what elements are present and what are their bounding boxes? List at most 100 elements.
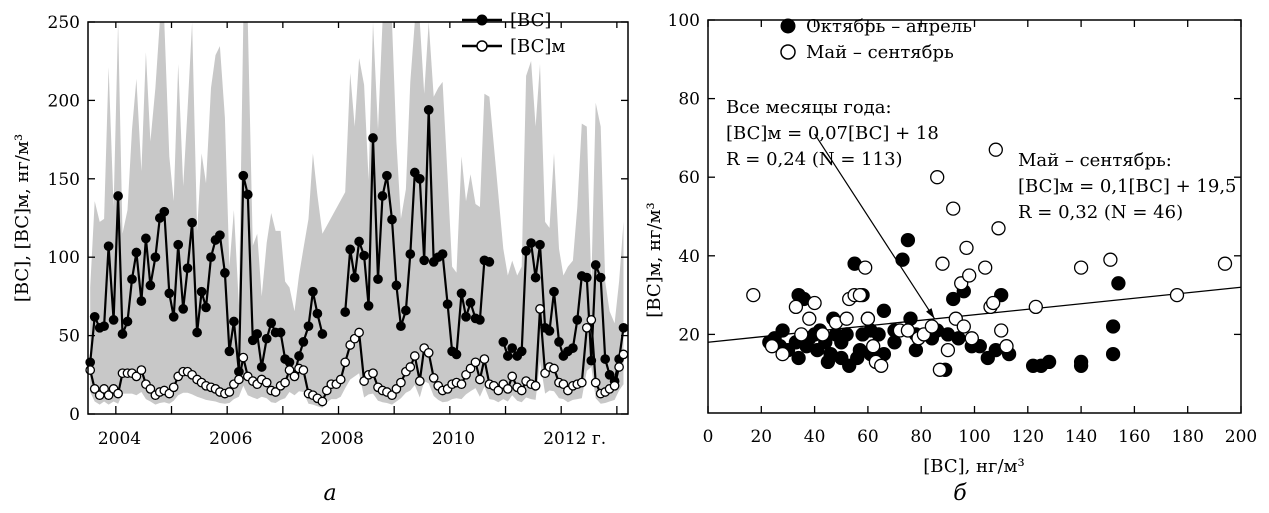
b-point-may-sep bbox=[946, 201, 961, 216]
b-point-may-sep bbox=[775, 346, 790, 362]
a-point-bcm bbox=[340, 357, 351, 368]
a-point-bc bbox=[345, 244, 356, 255]
b-point-may-sep bbox=[807, 295, 822, 311]
a-point-bc bbox=[521, 246, 531, 256]
a-point-bc bbox=[414, 173, 425, 184]
a-point-bc bbox=[298, 337, 309, 347]
a-x-tick-label: 2004 bbox=[98, 429, 141, 449]
b-legend-open-marker bbox=[780, 44, 796, 60]
b-point-may-sep bbox=[852, 287, 868, 303]
a-panel-label: а bbox=[323, 481, 336, 506]
b-point-oct-apr bbox=[1105, 346, 1121, 362]
a-point-bc bbox=[530, 272, 541, 283]
b-point-may-sep bbox=[991, 221, 1006, 236]
b-point-may-sep bbox=[858, 260, 873, 275]
a-point-bc bbox=[164, 288, 175, 299]
a-point-bc bbox=[401, 305, 411, 316]
a-point-bc bbox=[618, 322, 629, 333]
a-legend-filled-marker bbox=[476, 14, 488, 26]
a-point-bc bbox=[187, 217, 197, 228]
a-point-bc bbox=[252, 329, 263, 339]
a-point-bcm bbox=[238, 352, 249, 363]
a-point-bc bbox=[108, 315, 119, 325]
b-point-may-sep bbox=[815, 327, 830, 342]
a-point-bc bbox=[516, 346, 527, 357]
a-point-bcm bbox=[270, 387, 281, 397]
a-point-bc bbox=[373, 274, 383, 285]
b-ann-may-line1: Май – сентябрь: bbox=[1018, 150, 1172, 171]
a-point-bc bbox=[526, 238, 536, 248]
a-point-bc bbox=[507, 343, 518, 353]
a-point-bcm bbox=[530, 380, 541, 391]
b-panel-label: б bbox=[953, 481, 967, 506]
a-point-bcm bbox=[609, 380, 620, 391]
b-point-may-sep bbox=[962, 268, 977, 283]
b-x-tick-label: 80 bbox=[910, 427, 932, 447]
a-point-bc bbox=[99, 321, 109, 332]
b-point-oct-apr bbox=[1073, 358, 1089, 373]
a-x-tick-label: 2010 bbox=[432, 429, 475, 449]
b-point-may-sep bbox=[866, 339, 881, 354]
b-point-may-sep bbox=[860, 311, 876, 326]
a-point-bcm bbox=[261, 377, 272, 388]
b-point-oct-apr bbox=[876, 303, 892, 318]
b-point-oct-apr bbox=[895, 252, 910, 267]
b-x-tick-label: 40 bbox=[804, 427, 826, 447]
b-point-oct-apr bbox=[791, 350, 806, 366]
b-point-may-sep bbox=[924, 319, 940, 334]
a-point-bc bbox=[554, 337, 564, 347]
a-point-bc bbox=[131, 247, 142, 258]
a-point-bc bbox=[442, 299, 453, 310]
b-y-tick-label: 80 bbox=[678, 90, 700, 110]
b-x-tick-label: 140 bbox=[1065, 427, 1097, 447]
b-point-may-sep bbox=[839, 311, 854, 326]
b-y-tick-label: 100 bbox=[668, 11, 700, 31]
a-point-bc bbox=[600, 354, 611, 364]
a-legend-label-bc: [BC] bbox=[510, 10, 551, 31]
a-point-bc bbox=[127, 274, 137, 285]
a-point-bcm bbox=[475, 374, 485, 385]
a-y-tick-label: 200 bbox=[48, 91, 80, 111]
a-point-bcm bbox=[113, 388, 123, 399]
a-y-tick-label: 50 bbox=[58, 327, 80, 347]
a-point-bc bbox=[242, 189, 253, 200]
a-point-bcm bbox=[493, 385, 504, 396]
b-point-may-sep bbox=[802, 311, 817, 326]
a-point-bcm bbox=[428, 373, 439, 383]
b-point-may-sep bbox=[986, 295, 1001, 311]
a-point-bc bbox=[409, 167, 420, 178]
a-point-bc bbox=[284, 357, 295, 368]
a-point-bcm bbox=[581, 322, 592, 333]
b-point-may-sep bbox=[1169, 287, 1185, 303]
b-ann-may-line3: R = 0,32 (N = 46) bbox=[1018, 202, 1183, 223]
b-annotation-arrow bbox=[814, 133, 936, 320]
a-point-bc bbox=[168, 311, 179, 322]
a-point-bc bbox=[215, 230, 225, 241]
a-series-markers bbox=[85, 104, 629, 407]
b-point-may-sep bbox=[959, 240, 974, 256]
a-point-bc bbox=[349, 272, 360, 283]
b-y-tick-label: 20 bbox=[678, 325, 700, 345]
a-point-bc bbox=[456, 288, 467, 299]
a-point-bc bbox=[391, 280, 402, 291]
a-point-bc bbox=[178, 304, 189, 314]
b-point-may-sep bbox=[764, 339, 780, 354]
a-point-bcm bbox=[470, 357, 481, 368]
b-arrow-shaft bbox=[814, 133, 936, 320]
b-point-may-sep bbox=[932, 362, 948, 377]
b-point-may-sep bbox=[999, 339, 1014, 354]
b-annotation-may-sep: Май – сентябрь: [BC]м = 0,1[BC] + 19,5 R… bbox=[1018, 150, 1237, 223]
b-point-may-sep bbox=[794, 327, 809, 342]
a-point-bc bbox=[275, 327, 286, 338]
a-point-bc bbox=[196, 286, 207, 297]
a-point-bc bbox=[238, 170, 249, 181]
a-gray-spread-area bbox=[90, 22, 624, 408]
a-point-bcm bbox=[335, 374, 346, 385]
b-x-tick-label: 0 bbox=[703, 427, 714, 447]
a-point-bc bbox=[368, 133, 378, 143]
a-point-bcm bbox=[131, 371, 142, 382]
a-point-bc bbox=[498, 337, 509, 347]
b-ann-all-line1: Все месяцы года: bbox=[726, 97, 892, 118]
